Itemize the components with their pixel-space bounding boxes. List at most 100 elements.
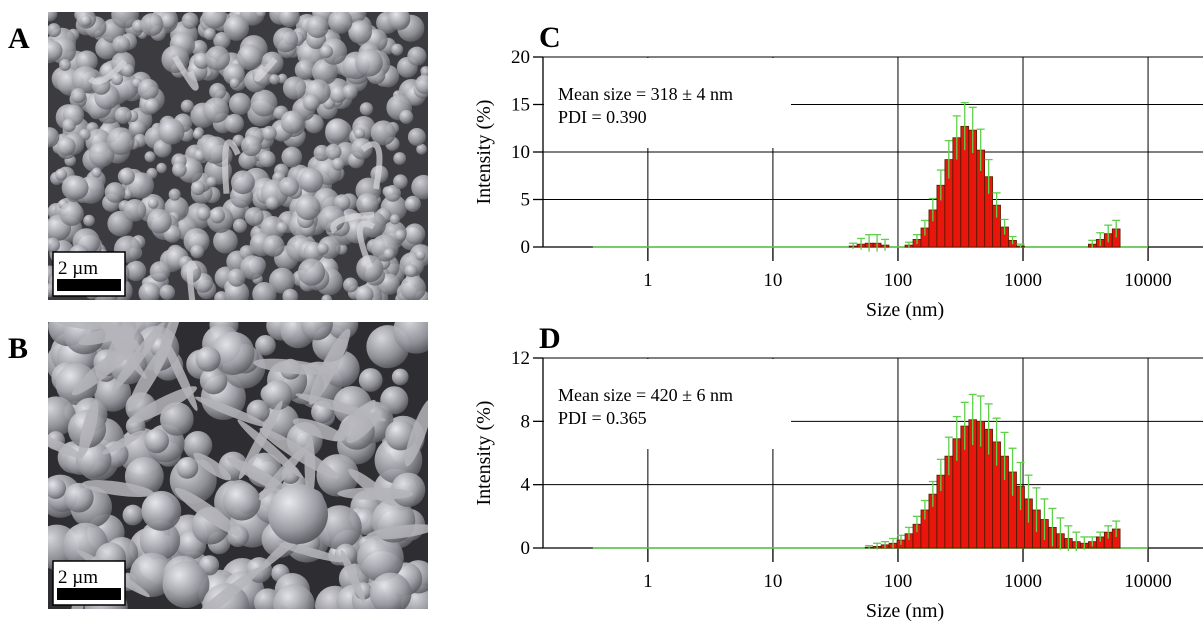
grain <box>181 12 199 29</box>
grain <box>415 250 426 261</box>
grain <box>83 214 95 227</box>
grain <box>213 228 238 254</box>
y-tick-label: 0 <box>521 538 531 559</box>
error-bar <box>960 401 969 450</box>
particle <box>327 322 359 340</box>
particle <box>273 584 315 609</box>
error-bar <box>1096 232 1105 247</box>
error-bar <box>984 403 993 455</box>
error-bar <box>1000 431 1009 480</box>
error-bar <box>1112 520 1121 537</box>
particle <box>144 428 169 454</box>
particle <box>199 366 228 395</box>
particle <box>222 482 261 521</box>
flake <box>102 430 145 455</box>
grain <box>331 157 345 171</box>
y-tick-label: 10 <box>511 142 530 163</box>
grain <box>393 174 408 189</box>
grain <box>48 127 60 148</box>
scale-bar-label: 2 µm <box>58 258 98 279</box>
annotation: PDI = 0.390 <box>558 107 647 127</box>
grain <box>294 59 316 81</box>
grain <box>370 120 396 146</box>
error-bar <box>952 415 961 461</box>
grain <box>328 12 353 34</box>
grain <box>62 118 76 133</box>
error-bar <box>1048 507 1057 547</box>
grain <box>329 84 348 103</box>
error-bar <box>881 238 890 251</box>
x-tick-label: 1000 <box>1004 571 1042 592</box>
grain <box>281 146 303 168</box>
particle <box>183 431 213 460</box>
y-tick-label: 5 <box>521 190 531 211</box>
grain <box>258 150 276 168</box>
grain <box>232 218 248 233</box>
grain <box>48 23 61 38</box>
grain <box>48 12 58 22</box>
ridge <box>356 220 376 269</box>
grain <box>277 73 288 84</box>
grain <box>137 78 159 101</box>
scale-bar: 2 µm <box>52 560 126 606</box>
grain <box>394 229 407 242</box>
particle <box>195 346 221 372</box>
grain <box>325 118 350 143</box>
error-bar <box>904 526 913 541</box>
flake <box>102 325 147 379</box>
error-bar <box>1032 487 1041 533</box>
grain <box>190 244 205 259</box>
grain <box>295 194 321 221</box>
x-tick-label: 100 <box>884 270 913 291</box>
y-tick-label: 12 <box>511 348 530 369</box>
grain <box>383 248 395 260</box>
particle <box>255 334 276 356</box>
panel-label: A <box>8 22 30 55</box>
ridge <box>254 57 278 82</box>
grain <box>48 40 63 62</box>
grain <box>278 176 299 197</box>
flake <box>340 549 366 604</box>
particle <box>262 380 293 410</box>
grain <box>359 102 374 116</box>
grain <box>297 258 326 286</box>
flake <box>366 524 428 540</box>
grain <box>306 15 329 39</box>
grain <box>391 43 404 56</box>
grain <box>59 59 71 71</box>
y-tick-label: 0 <box>521 237 531 258</box>
grain <box>404 223 426 245</box>
y-tick-label: 4 <box>521 475 531 496</box>
x-tick-label: 100 <box>884 571 913 592</box>
flake <box>292 418 345 442</box>
error-bar <box>873 233 882 252</box>
annotation-box <box>544 58 791 148</box>
grain <box>64 175 89 200</box>
particle <box>358 368 383 392</box>
flake <box>404 399 428 467</box>
error-bar <box>976 128 985 171</box>
grain <box>411 174 428 200</box>
grain <box>70 88 86 104</box>
error-bar <box>992 192 1001 218</box>
particle <box>317 505 362 550</box>
grain <box>393 152 407 165</box>
grain <box>321 294 333 300</box>
flake <box>193 452 232 481</box>
grain <box>202 12 227 29</box>
grain <box>196 206 211 221</box>
grain <box>213 32 231 50</box>
grain <box>252 282 277 300</box>
grain <box>172 162 187 178</box>
grain <box>128 120 146 138</box>
error-bar <box>1072 531 1081 552</box>
error-bar <box>1112 219 1121 238</box>
grain <box>228 92 252 115</box>
grain <box>159 284 176 300</box>
grain <box>149 261 171 282</box>
panel-label: D <box>539 322 561 355</box>
grain <box>312 58 338 85</box>
grain <box>224 281 250 300</box>
